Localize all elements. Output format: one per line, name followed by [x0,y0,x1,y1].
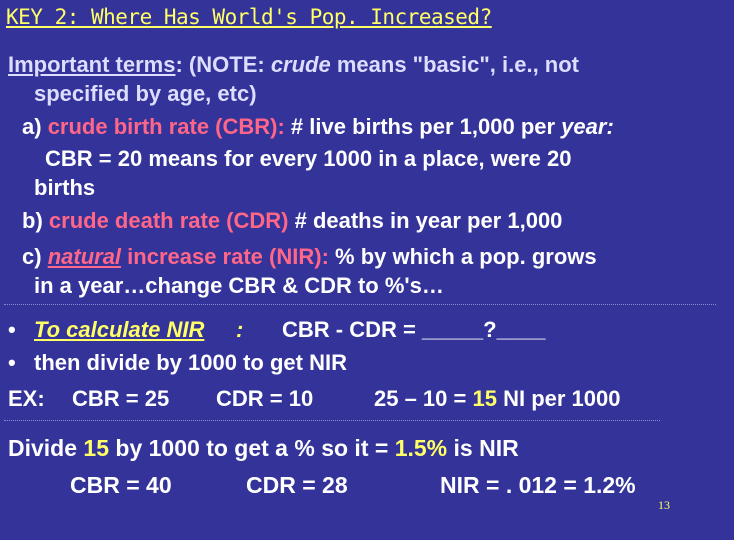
bullet-1: • [8,317,16,343]
note-rest: means "basic", i.e., not [330,52,580,77]
final-cdr: CDR = 28 [246,472,348,498]
example-calc-c: NI per 1000 [496,386,621,411]
divide-a: Divide [8,435,84,461]
item-a-label: crude birth rate (CBR): [47,114,285,139]
item-a-prefix: a) [22,114,48,139]
item-c-def: % by which a pop. grows [328,244,597,269]
terms-colon: : [175,52,183,77]
item-b-prefix: b) [22,208,49,233]
example-calc-a: 25 – 10 = [374,386,473,411]
divider-bottom [4,420,660,421]
final-nir: NIR = . 012 = 1.2% [440,472,636,498]
item-c-line2: in a year…change CBR & CDR to %'s… [34,273,444,298]
item-c: c) natural increase rate (NIR): % by whi… [22,244,597,270]
divide-line: Divide 15 by 1000 to get a % so it = 1.5… [8,435,519,462]
note-open: (NOTE: [182,52,271,77]
divide-e: is NIR [447,435,519,461]
page-number: 13 [658,498,670,512]
item-b-def: # deaths in year per 1,000 [288,208,563,233]
note-word: crude [270,52,331,77]
terms-heading: Important terms [8,52,176,77]
example-calc-result: 15 [472,386,497,411]
bullet-2-text: then divide by 1000 to get NIR [34,350,347,375]
item-a: a) crude birth rate (CBR): # live births… [22,114,614,140]
item-c-label-rest: increase rate (NIR): [121,244,329,269]
final-cbr: CBR = 40 [70,472,172,498]
item-c-label-word: natural [47,244,122,269]
bullet-1-label: To calculate NIR [34,317,205,342]
example-calc: 25 – 10 = 15 NI per 1000 [374,386,620,412]
bullet-1-dot: • [8,317,16,342]
example-cbr: CBR = 25 [72,386,170,411]
example-label: EX: [8,386,45,411]
terms-line: Important terms: (NOTE: crude means "bas… [8,52,579,78]
item-b: b) crude death rate (CDR) # deaths in ye… [22,208,562,234]
item-a-line3: births [34,175,96,200]
item-a-line2: CBR = 20 means for every 1000 in a place… [45,146,572,171]
slide-title: KEY 2: Where Has World's Pop. Increased? [6,5,492,29]
item-a-def-italic: year: [561,114,614,139]
item-a-def: # live births per 1,000 per [284,114,562,139]
bullet-1-text: CBR - CDR = _____?____ [282,317,546,342]
item-c-prefix: c) [22,244,48,269]
divide-d: 1.5% [394,435,448,461]
item-b-label: crude death rate (CDR) [48,208,289,233]
divide-c: by 1000 to get a % so it = [109,435,395,461]
example-cdr: CDR = 10 [216,386,314,411]
divider-top [4,304,716,305]
bullet-1-colon: : [236,317,244,342]
bullet-2-dot: • [8,350,16,375]
divide-b: 15 [83,435,110,461]
note-line2: specified by age, etc) [34,81,257,106]
